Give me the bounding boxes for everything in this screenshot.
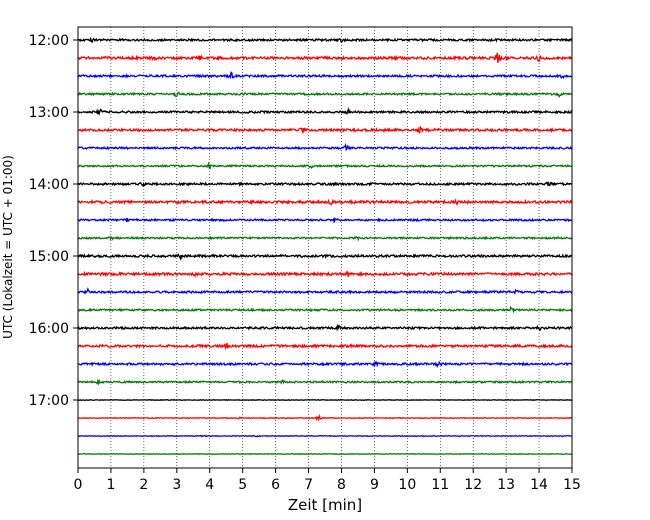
trace-1630 bbox=[77, 360, 573, 369]
trace-1700 bbox=[77, 398, 573, 402]
y-axis-ticks: 12:00 13:00 14:00 15:00 16:00 17:00 bbox=[29, 33, 78, 409]
x-tick-label-3: 3 bbox=[172, 477, 181, 493]
trace-1245 bbox=[77, 91, 573, 99]
plot-frame bbox=[77, 26, 573, 469]
trace-1530 bbox=[77, 286, 573, 295]
trace-1645 bbox=[77, 378, 573, 386]
trace-1330 bbox=[77, 142, 573, 152]
trace-1345 bbox=[77, 161, 573, 170]
y-axis-label: UTC (Lokalzeit = UTC + 01:00) bbox=[1, 155, 15, 339]
trace-1730 bbox=[77, 434, 573, 438]
y-tick-label-0: 12:00 bbox=[29, 33, 69, 49]
y-tick-label-2: 14:00 bbox=[29, 177, 69, 193]
trace-1215 bbox=[77, 52, 573, 63]
trace-1500 bbox=[77, 252, 573, 261]
x-tick-label-1: 1 bbox=[106, 477, 115, 493]
x-tick-label-12: 12 bbox=[464, 477, 482, 493]
trace-1715 bbox=[77, 413, 573, 422]
trace-1415 bbox=[77, 198, 573, 206]
x-tick-label-15: 15 bbox=[563, 477, 581, 493]
x-tick-label-11: 11 bbox=[431, 477, 449, 493]
x-tick-label-6: 6 bbox=[271, 477, 280, 493]
trace-1615 bbox=[77, 342, 573, 351]
x-tick-label-10: 10 bbox=[398, 477, 416, 493]
trace-1315 bbox=[77, 126, 573, 135]
x-tick-label-9: 9 bbox=[370, 477, 379, 493]
x-tick-label-13: 13 bbox=[497, 477, 515, 493]
seismogram-traces bbox=[77, 36, 573, 455]
x-axis-label: Zeit [min] bbox=[288, 496, 362, 514]
trace-1545 bbox=[77, 305, 573, 314]
x-axis-ticks: 0 1 2 3 4 5 6 7 8 9 10 11 12 13 14 15 bbox=[74, 468, 581, 493]
trace-1200 bbox=[77, 36, 573, 44]
y-tick-label-3: 15:00 bbox=[29, 249, 69, 265]
y-tick-label-1: 13:00 bbox=[29, 105, 69, 121]
trace-1445 bbox=[77, 235, 573, 242]
x-tick-label-4: 4 bbox=[205, 477, 214, 493]
trace-1600 bbox=[77, 323, 573, 332]
trace-1400 bbox=[77, 180, 573, 187]
x-tick-label-8: 8 bbox=[337, 477, 346, 493]
trace-1430 bbox=[77, 216, 573, 223]
x-tick-label-5: 5 bbox=[238, 477, 247, 493]
trace-1230 bbox=[77, 71, 573, 80]
x-tick-label-2: 2 bbox=[139, 477, 148, 493]
trace-1515 bbox=[77, 269, 573, 278]
trace-1300 bbox=[77, 107, 573, 116]
x-tick-label-7: 7 bbox=[304, 477, 313, 493]
trace-1745 bbox=[77, 452, 573, 455]
x-tick-label-14: 14 bbox=[530, 477, 548, 493]
x-tick-label-0: 0 bbox=[74, 477, 83, 493]
y-tick-label-4: 16:00 bbox=[29, 321, 69, 337]
y-tick-label-5: 17:00 bbox=[29, 393, 69, 409]
